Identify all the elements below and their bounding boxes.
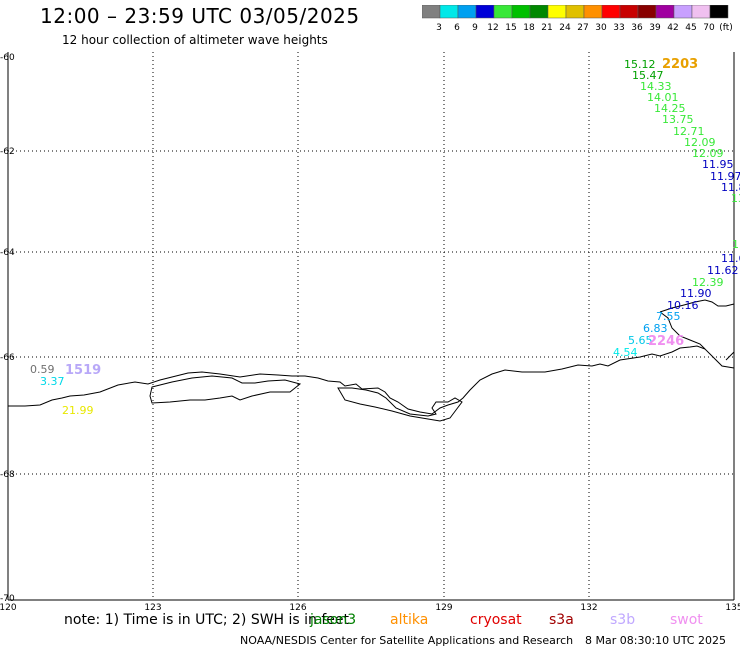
colorbar-label: 3: [436, 23, 442, 33]
wave-height-label: 12.71: [673, 125, 705, 138]
colorbar-label: 27: [577, 23, 588, 33]
wave-height-label: 12.09: [684, 136, 716, 149]
colorbar-label: 42: [667, 23, 678, 33]
colorbar-label: 18: [523, 23, 535, 33]
pass-time-label: 2246: [648, 334, 684, 349]
wave-height-label: 12.09: [692, 147, 724, 160]
wave-height-label: 1: [732, 238, 739, 251]
wave-height-label: 11.90: [680, 287, 712, 300]
wave-height-label: 12.39: [692, 276, 724, 289]
colorbar-label: 70: [703, 23, 715, 33]
wave-height-label: 11.62: [707, 264, 739, 277]
footer-timestamp: 8 Mar 08:30:10 UTC 2025: [585, 634, 726, 647]
colorbar-label: 39: [649, 23, 661, 33]
longitude-label: 129: [435, 603, 452, 612]
colorbar-swatch: [709, 5, 729, 19]
wave-height-label: 11.8: [721, 181, 740, 194]
wave-height-label: 14.01: [647, 91, 679, 104]
colorbar-label: 36: [631, 23, 643, 33]
wave-height-label: 7.55: [656, 310, 681, 323]
wave-height-label: 13: [731, 192, 740, 205]
map-subtitle: 12 hour collection of altimeter wave hei…: [62, 33, 328, 47]
wave-height-label: 11.97: [710, 170, 740, 183]
pass-time-label: 1519: [65, 363, 101, 378]
satellite-altika-label: altika: [390, 612, 429, 628]
wave-height-label: 0.59: [30, 363, 55, 376]
wave-height-label: 6.83: [643, 322, 668, 335]
wave-height-label: 15.47: [632, 69, 664, 82]
wave-height-label: 5.65: [628, 334, 653, 347]
colorbar-label: 12: [487, 23, 498, 33]
wave-height-label: 4.54: [613, 346, 638, 359]
colorbar-label: 6: [454, 23, 460, 33]
satellite-s3a-label: s3a: [549, 612, 574, 628]
wave-height-label: 14.33: [640, 80, 672, 93]
longitude-label: 120: [0, 603, 17, 612]
wave-height-label: 14.25: [654, 102, 686, 115]
latitude-label: -66: [0, 353, 15, 363]
map-title: 12:00 – 23:59 UTC 03/05/2025: [40, 4, 360, 28]
wave-height-label: 11.95: [702, 158, 734, 171]
satellite-jason3-label: jason3: [310, 612, 357, 628]
wave-height-label: 13.75: [662, 113, 694, 126]
latitude-label: -64: [0, 248, 15, 258]
coastline-east: [659, 299, 735, 350]
wave-height-label: 11.6: [721, 252, 740, 265]
satellite-swot-label: swot: [670, 612, 703, 628]
footer-credit: NOAA/NESDIS Center for Satellite Applica…: [240, 634, 574, 647]
coastline: [8, 345, 735, 415]
latitude-label: -60: [0, 53, 15, 63]
colorbar-label: 21: [541, 23, 552, 33]
glacier-tongue-outline: [337, 387, 463, 422]
wave-height-label: 15.12: [624, 58, 656, 71]
longitude-label: 132: [580, 603, 597, 612]
longitude-label: 135: [725, 603, 740, 612]
colorbar-label: 33: [613, 23, 624, 33]
satellite-s3b-label: s3b: [610, 612, 636, 628]
ice-shelf-outline: [149, 375, 302, 404]
pass-time-label: 2203: [662, 57, 698, 72]
satellite-cryosat-label: cryosat: [470, 612, 522, 628]
latitude-label: -62: [0, 147, 15, 157]
colorbar-label: 30: [595, 23, 607, 33]
colorbar-unit: (ft): [719, 23, 732, 33]
coastline-east-edge: [725, 351, 735, 361]
footer-note: note: 1) Time is in UTC; 2) SWH is in fe…: [64, 612, 350, 628]
colorbar-label: 45: [685, 23, 696, 33]
latitude-label: -68: [0, 470, 15, 480]
wave-height-label: 10.16: [667, 299, 699, 312]
colorbar-legend: 3 6 9 12 15 18 21 24 27 30 33 36 39 42 45 70 (ft): [422, 5, 732, 33]
colorbar-label: 24: [559, 23, 571, 33]
latitude-label: -70: [0, 594, 15, 604]
colorbar-label: 9: [472, 23, 478, 33]
colorbar-label: 15: [505, 23, 516, 33]
wave-height-label: 3.37: [40, 375, 65, 388]
longitude-label: 123: [144, 603, 161, 612]
wave-height-label: 21.99: [62, 404, 94, 417]
longitude-label: 126: [289, 603, 306, 612]
